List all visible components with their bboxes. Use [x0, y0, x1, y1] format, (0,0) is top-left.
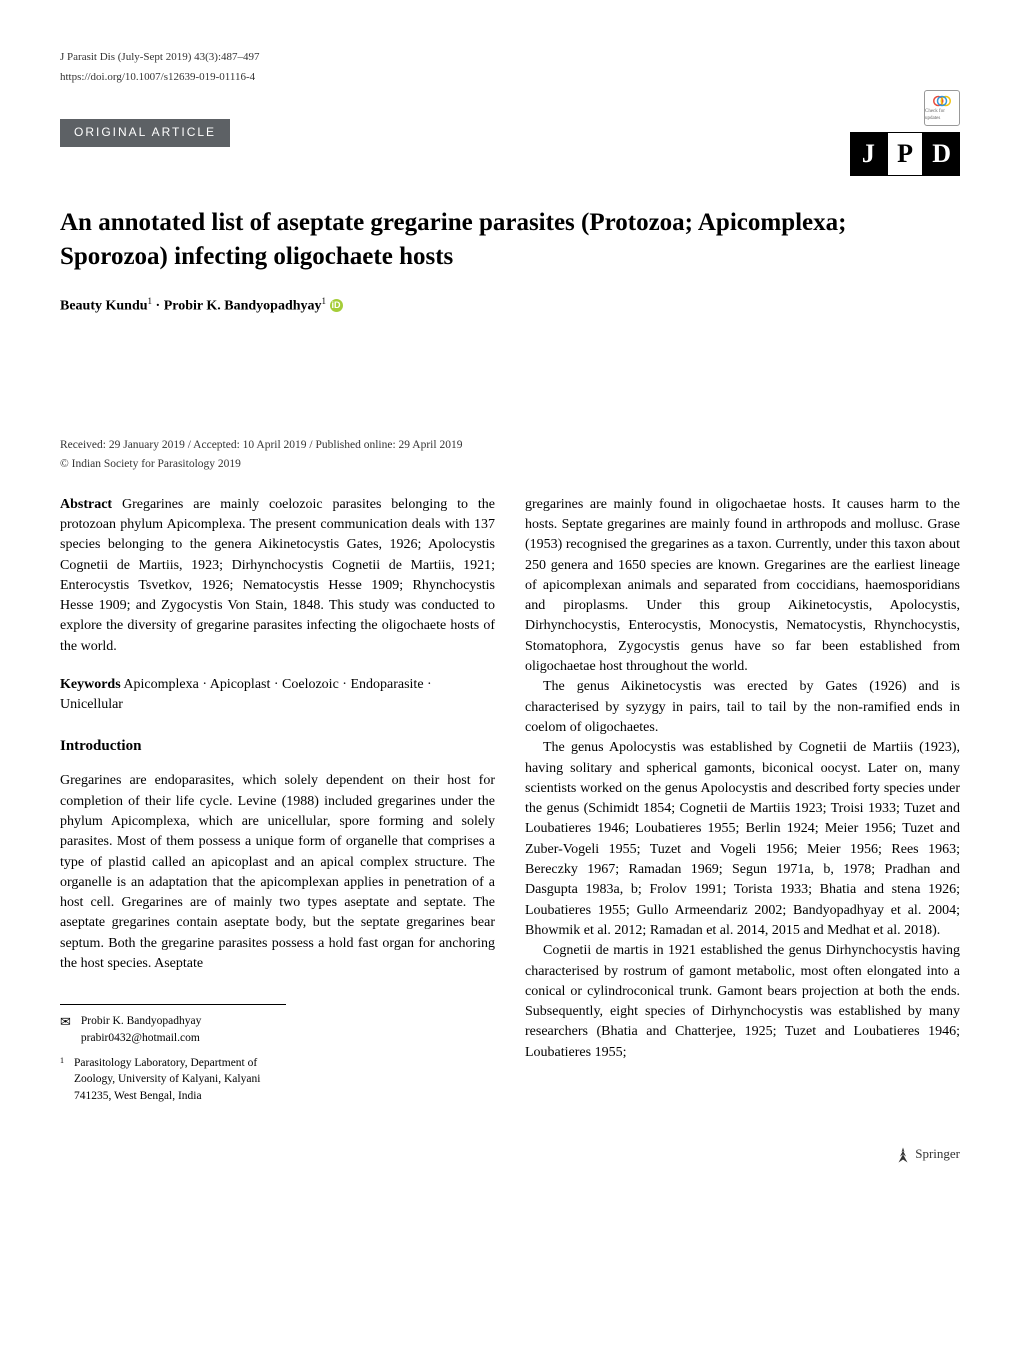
introduction-heading: Introduction: [60, 736, 495, 758]
copyright-line: © Indian Society for Parasitology 2019: [60, 456, 960, 473]
right-badges: Check for updates J P D: [850, 90, 960, 176]
abstract-label: Abstract: [60, 497, 112, 512]
article-type-badge: ORIGINAL ARTICLE: [60, 119, 230, 146]
corresponding-author-block: ✉ Probir K. Bandyopadhyay prabir0432@hot…: [60, 1004, 286, 1104]
right-column: gregarines are mainly found in oligochae…: [525, 495, 960, 1105]
crossmark-label: Check for updates: [925, 108, 959, 123]
page-footer: Springer: [0, 1135, 1020, 1184]
crossmark-badge[interactable]: Check for updates: [924, 90, 960, 126]
abstract: Abstract Gregarines are mainly coelozoic…: [60, 495, 495, 657]
right-paragraph-4: Cognetii de martis in 1921 established t…: [525, 941, 960, 1063]
orcid-icon[interactable]: iD: [330, 299, 343, 312]
running-head: J Parasit Dis (July-Sept 2019) 43(3):487…: [60, 50, 960, 66]
authors-line: Beauty Kundu1 · Probir K. Bandyopadhyay1…: [60, 295, 960, 317]
right-paragraph-3: The genus Apolocystis was established by…: [525, 738, 960, 941]
doi-link[interactable]: https://doi.org/10.1007/s12639-019-01116…: [60, 70, 255, 86]
left-column: Abstract Gregarines are mainly coelozoic…: [60, 495, 495, 1105]
doi-row: https://doi.org/10.1007/s12639-019-01116…: [60, 70, 960, 86]
springer-logo-icon: [894, 1146, 912, 1164]
article-title: An annotated list of aseptate gregarine …: [60, 206, 960, 274]
author-sep: ·: [152, 299, 164, 314]
jpd-badge: J P D: [850, 132, 960, 176]
two-column-layout: Abstract Gregarines are mainly coelozoic…: [60, 495, 960, 1105]
crossmark-icon: [933, 94, 951, 108]
corresponding-name: Probir K. Bandyopadhyay: [81, 1013, 201, 1030]
keywords: Keywords Apicomplexa · Apicoplast · Coel…: [60, 675, 495, 716]
right-paragraph-2: The genus Aikinetocystis was erected by …: [525, 677, 960, 738]
affil-number: 1: [60, 1055, 64, 1105]
jpd-letter: P: [887, 132, 924, 176]
jpd-letter: J: [850, 132, 887, 176]
article-type-row: ORIGINAL ARTICLE Check for updates J P D: [60, 90, 960, 176]
keywords-label: Keywords: [60, 677, 121, 692]
author-2-affil: 1: [322, 296, 327, 306]
received-line: Received: 29 January 2019 / Accepted: 10…: [60, 437, 960, 454]
corresponding-email[interactable]: prabir0432@hotmail.com: [81, 1030, 201, 1047]
author-2-name: Probir K. Bandyopadhyay: [164, 299, 322, 314]
right-paragraph-1: gregarines are mainly found in oligochae…: [525, 495, 960, 678]
author-1-name: Beauty Kundu: [60, 299, 148, 314]
envelope-icon: ✉: [60, 1013, 71, 1046]
publisher-name: Springer: [915, 1146, 960, 1161]
intro-paragraph-left: Gregarines are endoparasites, which sole…: [60, 771, 495, 974]
abstract-body: Gregarines are mainly coelozoic parasite…: [60, 497, 495, 654]
journal-citation: J Parasit Dis (July-Sept 2019) 43(3):487…: [60, 50, 260, 66]
affil-text: Parasitology Laboratory, Department of Z…: [74, 1055, 286, 1105]
jpd-letter: D: [923, 132, 960, 176]
